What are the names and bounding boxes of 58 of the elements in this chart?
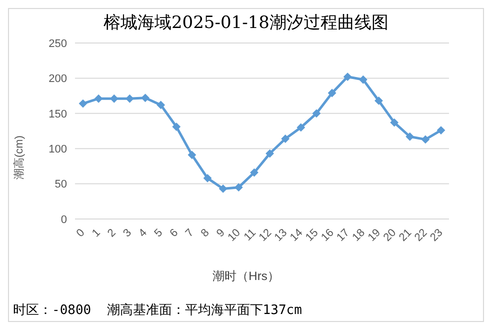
x-tick-label: 21 xyxy=(396,226,414,244)
y-tick-label: 150 xyxy=(48,108,67,120)
x-tick-label: 22 xyxy=(412,226,430,244)
point xyxy=(204,174,212,182)
point xyxy=(281,134,290,143)
x-tick-label: 5 xyxy=(152,226,166,240)
point xyxy=(110,94,118,103)
y-tick-label: 50 xyxy=(54,178,67,191)
x-tick-label: 18 xyxy=(350,226,368,244)
point xyxy=(141,94,150,102)
x-axis-title: 潮时（Hrs） xyxy=(212,268,280,285)
point xyxy=(406,132,414,141)
x-tick-label: 16 xyxy=(319,226,336,244)
point xyxy=(421,135,430,144)
y-tick-label: 0 xyxy=(60,214,67,226)
point xyxy=(156,100,165,109)
point xyxy=(344,72,352,81)
x-tick-label: 2 xyxy=(106,226,118,240)
text: 时区：-0800 潮高基准面：平均海平面下137cm xyxy=(13,302,302,319)
point xyxy=(250,168,258,177)
point xyxy=(437,126,445,134)
x-tick-label: 10 xyxy=(226,226,243,244)
point xyxy=(126,94,134,103)
x-tick-label: 11 xyxy=(242,226,258,244)
x-tick-label: 12 xyxy=(256,226,274,244)
chart-title: 榕城海域2025-01-18潮汐过程曲线图 xyxy=(102,12,390,34)
point xyxy=(296,123,305,132)
point xyxy=(188,150,196,159)
x-tick-label: 1 xyxy=(90,226,103,240)
point xyxy=(312,109,320,118)
point xyxy=(390,118,398,127)
point xyxy=(94,94,103,103)
x-tick-label: 20 xyxy=(381,226,399,244)
x-tick-label: 19 xyxy=(366,226,383,244)
x-tick-label: 0 xyxy=(74,226,88,240)
x-tick-label: 9 xyxy=(214,226,228,240)
y-tick-label: 250 xyxy=(48,38,67,50)
x-tick-label: 4 xyxy=(136,226,150,240)
x-tick-label: 3 xyxy=(121,226,134,240)
x-tick-label: 23 xyxy=(428,226,446,244)
y-axis-title: 潮高(cm) xyxy=(12,135,26,179)
y-tick-label: 200 xyxy=(48,73,67,86)
y-tick-label: 100 xyxy=(48,144,67,156)
point xyxy=(172,122,180,131)
point xyxy=(234,183,243,192)
x-tick-label: 7 xyxy=(183,226,196,240)
x-tick-label: 17 xyxy=(334,226,352,244)
point xyxy=(219,184,228,193)
x-tick-label: 6 xyxy=(168,226,181,240)
x-tick-label: 15 xyxy=(304,226,321,244)
point xyxy=(374,96,383,105)
x-tick-label: 14 xyxy=(288,226,306,244)
x-tick-label: 13 xyxy=(272,226,290,244)
x-tick-label: 8 xyxy=(198,226,212,240)
point xyxy=(359,76,368,84)
point xyxy=(328,88,336,97)
point xyxy=(79,100,87,108)
point xyxy=(266,150,274,158)
